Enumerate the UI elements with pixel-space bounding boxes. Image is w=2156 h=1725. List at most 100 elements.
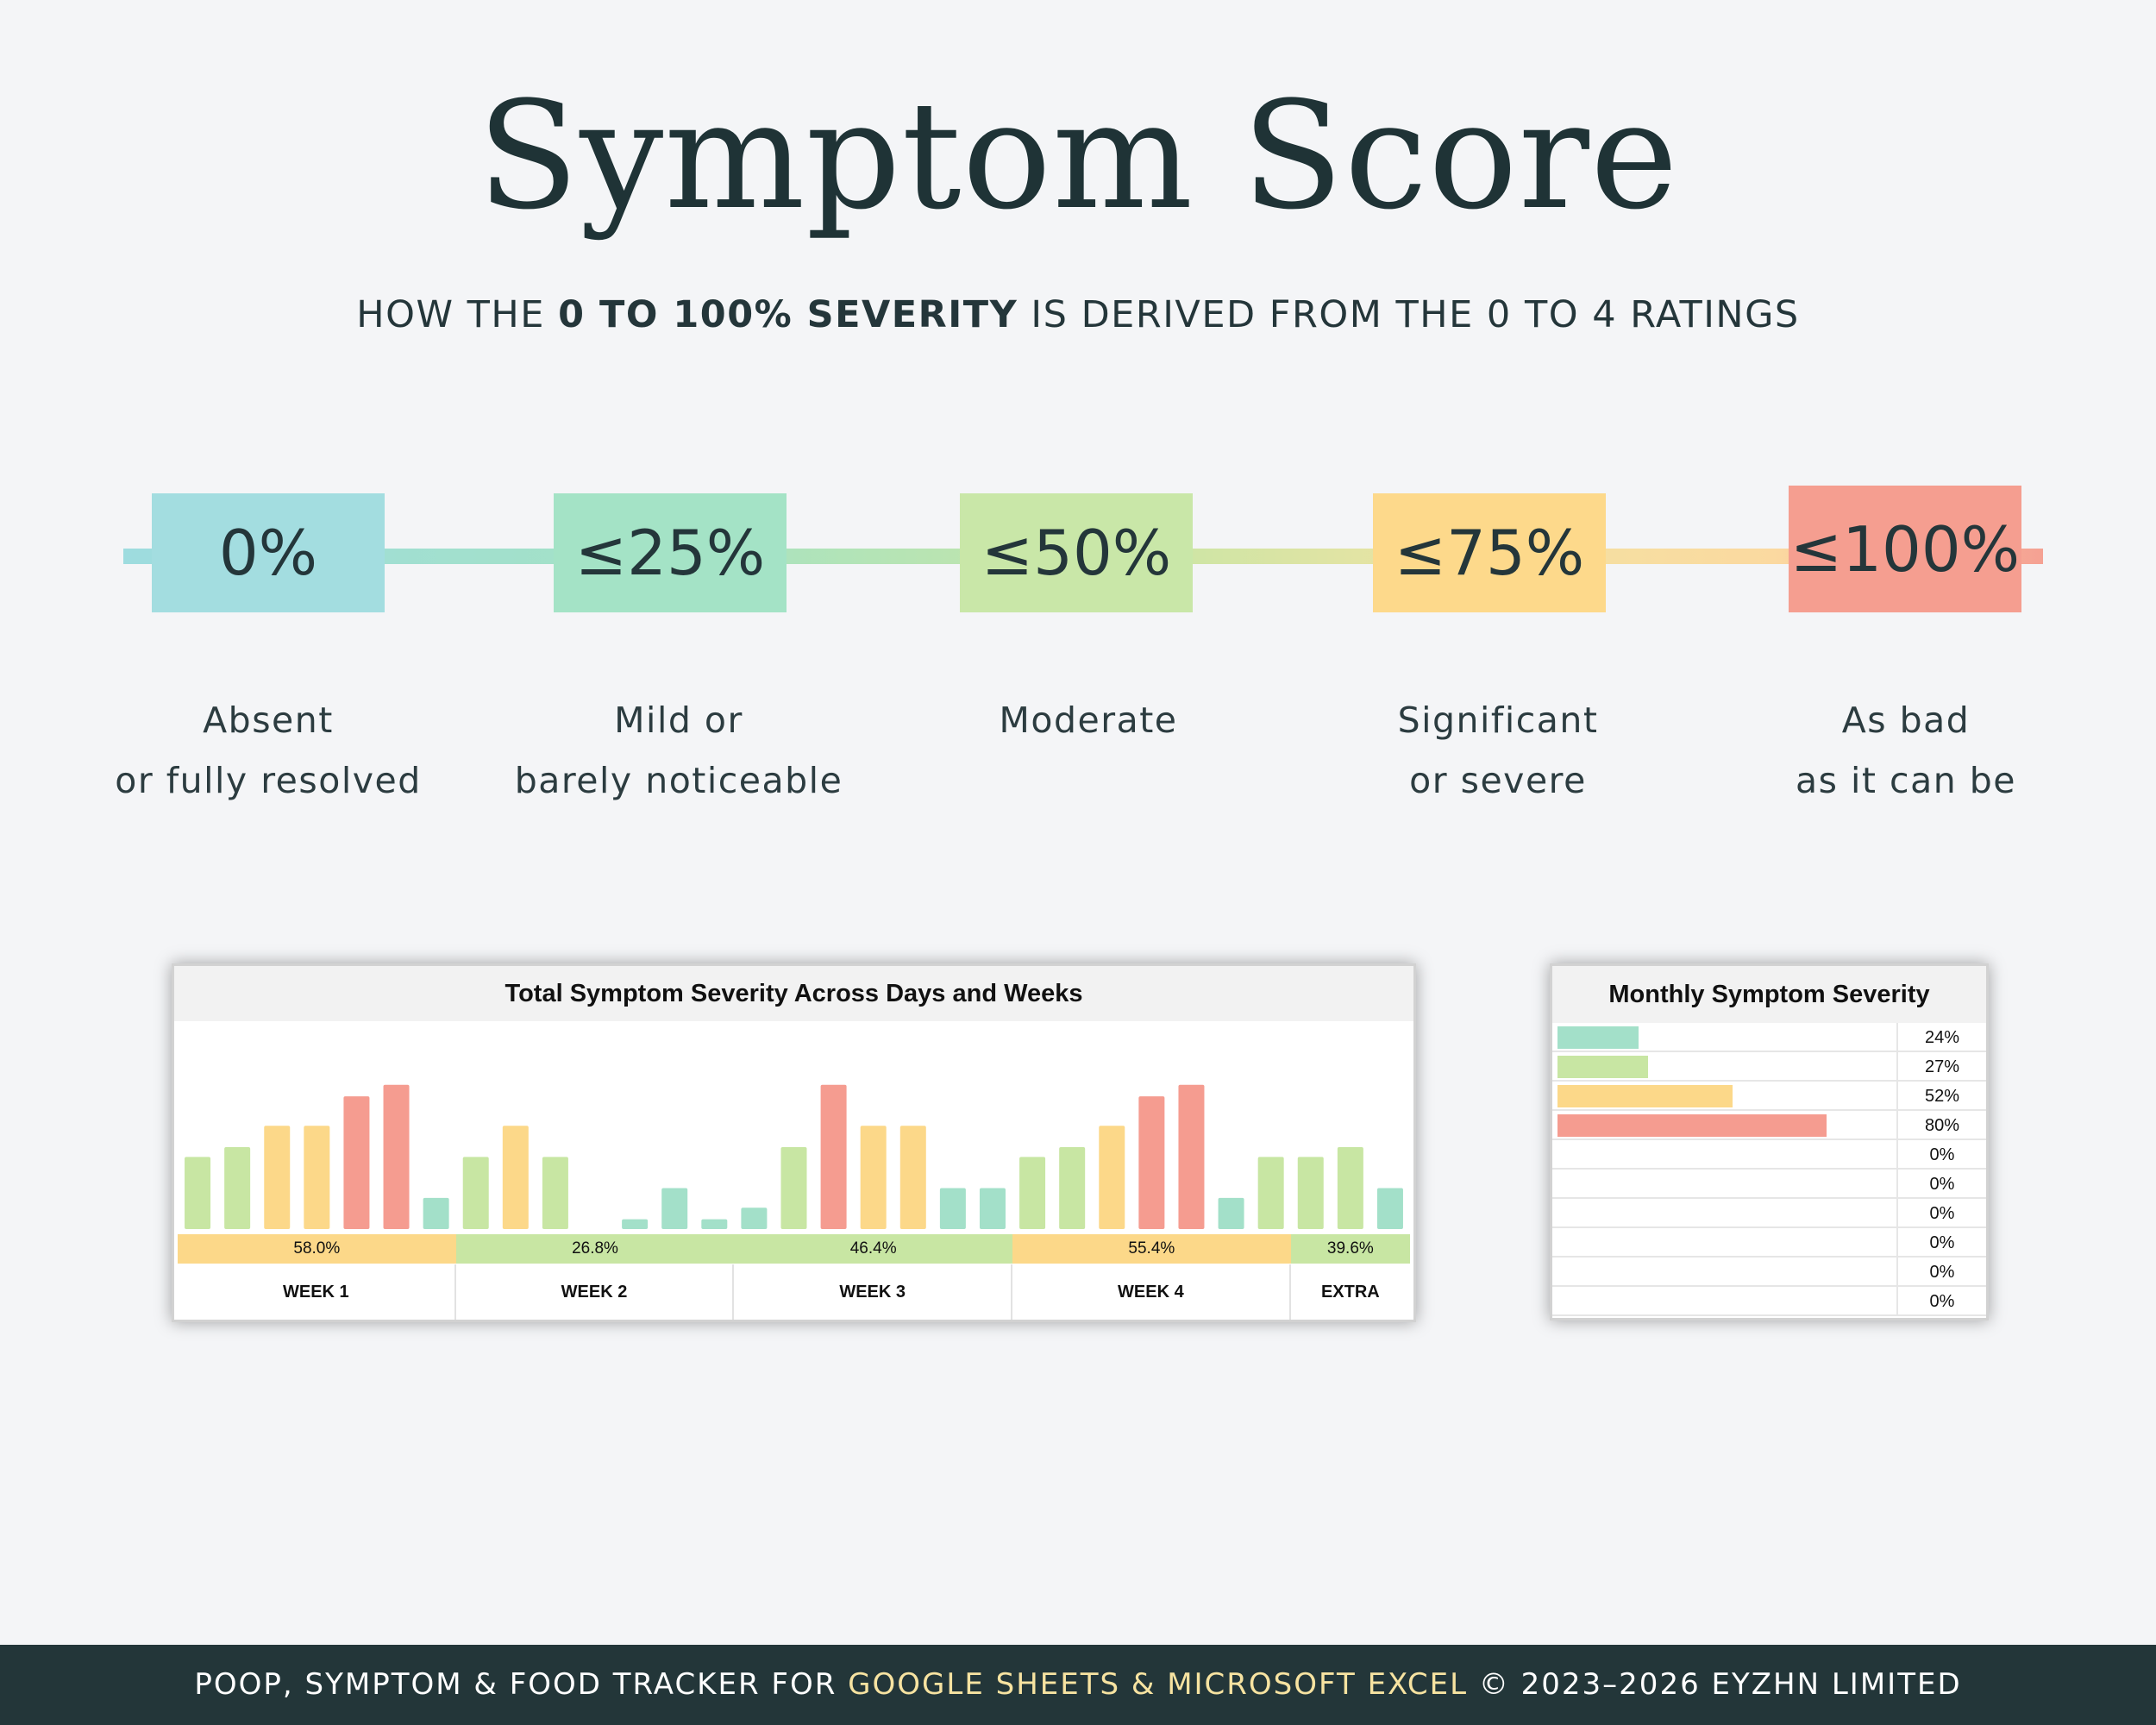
day-bar bbox=[939, 1188, 966, 1229]
week-average-band: 26.8% bbox=[455, 1234, 735, 1264]
day-bar bbox=[741, 1208, 768, 1229]
page-title: Symptom Score bbox=[477, 69, 1679, 242]
day-bar bbox=[462, 1157, 489, 1229]
week-average-band: 39.6% bbox=[1290, 1234, 1410, 1264]
day-bar bbox=[383, 1084, 410, 1229]
day-bar bbox=[423, 1197, 449, 1229]
week-label: EXTRA bbox=[1320, 1283, 1380, 1302]
week-average-band: 58.0% bbox=[178, 1234, 456, 1264]
level-value: 0% bbox=[218, 517, 318, 589]
level-desc-line1: Mild or bbox=[614, 699, 743, 741]
day-bar bbox=[1019, 1157, 1046, 1229]
level-box-25: ≤25% bbox=[554, 493, 787, 612]
monthly-row: 0% bbox=[1552, 1170, 1986, 1199]
monthly-row: 0% bbox=[1552, 1140, 1986, 1170]
monthly-value: 0% bbox=[1896, 1140, 1986, 1170]
monthly-value: 24% bbox=[1896, 1023, 1986, 1052]
week-label: WEEK 2 bbox=[456, 1264, 735, 1320]
monthly-value: 0% bbox=[1896, 1287, 1986, 1316]
day-bar bbox=[979, 1188, 1006, 1229]
monthly-bar bbox=[1557, 1026, 1639, 1049]
day-bar bbox=[780, 1147, 807, 1229]
day-bar bbox=[661, 1188, 688, 1229]
footer: POOP, SYMPTOM & FOOD TRACKER FOR GOOGLE … bbox=[0, 1645, 2156, 1725]
day-bar bbox=[622, 1219, 649, 1229]
day-bar bbox=[899, 1126, 926, 1229]
monthly-value: 80% bbox=[1896, 1111, 1986, 1140]
daily-severity-chart: Total Symptom Severity Across Days and W… bbox=[172, 963, 1416, 1322]
day-bar bbox=[264, 1126, 291, 1229]
subtitle-post: IS DERIVED FROM THE 0 TO 4 RATINGS bbox=[1018, 293, 1800, 336]
level-desc-line2: barely noticeable bbox=[514, 760, 843, 801]
level-box-75: ≤75% bbox=[1373, 493, 1606, 612]
monthly-value: 0% bbox=[1896, 1228, 1986, 1258]
monthly-value: 52% bbox=[1896, 1082, 1986, 1111]
day-bar bbox=[1099, 1126, 1125, 1229]
monthly-bar bbox=[1557, 1114, 1827, 1137]
day-bar bbox=[1178, 1084, 1205, 1229]
monthly-value: 0% bbox=[1896, 1170, 1986, 1199]
day-bar bbox=[1138, 1096, 1165, 1229]
monthly-row: 0% bbox=[1552, 1258, 1986, 1287]
level-desc-line1: Absent bbox=[203, 699, 334, 741]
day-bar bbox=[343, 1096, 370, 1229]
monthly-row: 52% bbox=[1552, 1082, 1986, 1111]
day-bar bbox=[304, 1126, 330, 1229]
level-value: ≤25% bbox=[574, 517, 766, 589]
day-bar bbox=[860, 1126, 887, 1229]
footer-post: © 2023–2026 EYZHN LIMITED bbox=[1468, 1667, 1962, 1702]
subtitle-bold: 0 TO 100% SEVERITY bbox=[558, 293, 1018, 336]
day-bar bbox=[1059, 1147, 1086, 1229]
monthly-value: 27% bbox=[1896, 1052, 1986, 1082]
level-desc-line1: Moderate bbox=[999, 699, 1178, 741]
level-desc-50: Moderate bbox=[907, 690, 1269, 750]
monthly-value: 0% bbox=[1896, 1258, 1986, 1287]
week-label: WEEK 3 bbox=[734, 1264, 1013, 1320]
monthly-row: 0% bbox=[1552, 1287, 1986, 1316]
level-desc-line2: or severe bbox=[1409, 760, 1587, 801]
day-bar bbox=[1218, 1197, 1244, 1229]
footer-highlight: GOOGLE SHEETS & MICROSOFT EXCEL bbox=[848, 1667, 1469, 1702]
level-box-0: 0% bbox=[152, 493, 385, 612]
day-bar bbox=[820, 1084, 847, 1229]
chart-title: Total Symptom Severity Across Days and W… bbox=[174, 966, 1413, 1021]
day-bar bbox=[224, 1147, 251, 1229]
footer-pre: POOP, SYMPTOM & FOOD TRACKER FOR bbox=[194, 1667, 849, 1702]
monthly-row: 24% bbox=[1552, 1023, 1986, 1052]
subtitle-pre: HOW THE bbox=[356, 293, 559, 336]
monthly-row: 27% bbox=[1552, 1052, 1986, 1082]
monthly-chart-title: Monthly Symptom Severity bbox=[1552, 966, 1986, 1023]
level-desc-0: Absent or fully resolved bbox=[87, 690, 449, 811]
day-bar bbox=[701, 1219, 728, 1229]
level-desc-100: As bad as it can be bbox=[1725, 690, 2087, 811]
week-average-band: 46.4% bbox=[734, 1234, 1013, 1264]
level-value: ≤100% bbox=[1789, 512, 2021, 586]
week-average-band: 55.4% bbox=[1012, 1234, 1291, 1264]
monthly-severity-chart: Monthly Symptom Severity 24% 27% 52% 80% 0% 0… bbox=[1550, 963, 1989, 1320]
monthly-value: 0% bbox=[1896, 1199, 1986, 1228]
day-bar bbox=[185, 1157, 211, 1229]
page-subtitle: HOW THE 0 TO 100% SEVERITY IS DERIVED FR… bbox=[0, 293, 2156, 336]
level-box-100: ≤100% bbox=[1789, 486, 2021, 612]
daily-bars-svg: 44%50%63%63%81%88%19%44%63%44%0%6%25%6%1… bbox=[185, 1084, 1403, 1249]
day-bar bbox=[1257, 1157, 1284, 1229]
level-desc-line2: as it can be bbox=[1796, 760, 2016, 801]
monthly-bar bbox=[1557, 1056, 1649, 1078]
day-bar bbox=[1337, 1147, 1363, 1229]
week-label: WEEK 4 bbox=[1012, 1264, 1291, 1320]
day-bar bbox=[1297, 1157, 1324, 1229]
week-label: WEEK 1 bbox=[178, 1264, 456, 1320]
monthly-row: 0% bbox=[1552, 1228, 1986, 1258]
level-desc-line2: or fully resolved bbox=[115, 760, 422, 801]
level-desc-line1: As bad bbox=[1841, 699, 1971, 741]
level-desc-25: Mild or barely noticeable bbox=[498, 690, 860, 811]
level-value: ≤50% bbox=[981, 517, 1172, 589]
day-bar bbox=[502, 1126, 529, 1229]
monthly-row: 80% bbox=[1552, 1111, 1986, 1140]
level-value: ≤75% bbox=[1394, 517, 1585, 589]
level-box-50: ≤50% bbox=[960, 493, 1193, 612]
monthly-bar bbox=[1557, 1085, 1733, 1107]
day-bar bbox=[542, 1157, 568, 1229]
level-desc-75: Significant or severe bbox=[1317, 690, 1679, 811]
monthly-row: 0% bbox=[1552, 1199, 1986, 1228]
